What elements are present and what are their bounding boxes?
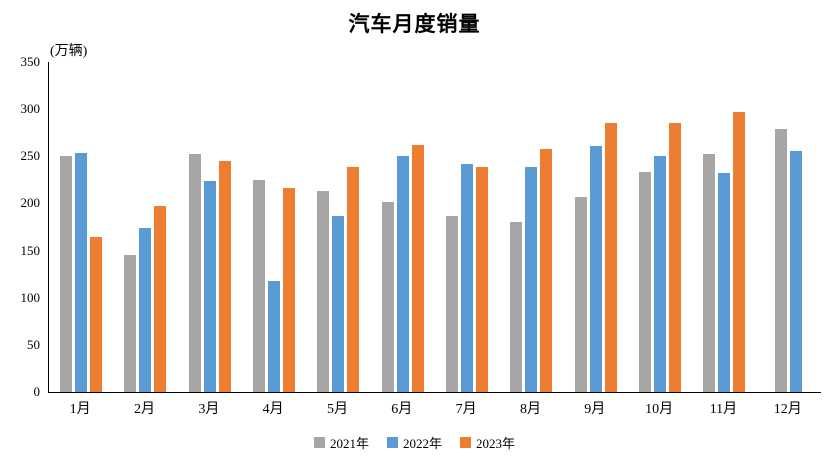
bar-2022年-6月	[396, 156, 409, 392]
chart-title: 汽车月度销量	[348, 12, 481, 36]
legend-item-2021年: 2021年	[313, 433, 369, 452]
bar-2023年-5月	[347, 167, 360, 392]
bar-2021年-6月	[381, 202, 394, 392]
bar-2021年-12月	[775, 129, 788, 392]
bar-2023年-4月	[283, 188, 296, 392]
bar-2023年-10月	[669, 123, 682, 392]
bar-group-10月	[628, 62, 692, 392]
bar-group-6月	[371, 62, 435, 392]
y-tick-label: 100	[20, 289, 41, 305]
bar-2022年-3月	[203, 181, 216, 392]
bar-2021年-9月	[574, 197, 587, 392]
x-tick-label: 2月	[133, 402, 155, 417]
bar-2023年-3月	[218, 160, 231, 392]
bar-group-9月	[564, 62, 628, 392]
x-tick-label: 8月	[519, 402, 541, 417]
y-tick-label: 200	[20, 195, 41, 211]
y-axis: 0 50 100 150 200 250 300 350	[0, 54, 41, 399]
y-tick-label: 150	[20, 242, 41, 258]
bar-group-11月	[692, 62, 756, 392]
plot-area	[48, 62, 821, 393]
y-axis-unit-label: (万辆)	[50, 44, 88, 59]
bar-2021年-3月	[188, 153, 201, 392]
bar-2021年-5月	[317, 191, 330, 392]
legend-item-2023年: 2023年	[460, 433, 515, 452]
bar-2023年-1月	[90, 236, 103, 392]
bar-2021年-7月	[446, 216, 459, 392]
bar-group-5月	[306, 62, 370, 392]
bar-group-1月	[49, 62, 113, 392]
legend-label: 2021年	[329, 436, 369, 451]
y-tick-label: 250	[20, 148, 41, 164]
y-tick-label: 300	[20, 101, 41, 117]
bar-group-4月	[242, 62, 306, 392]
bar-group-2月	[113, 62, 177, 392]
bar-group-3月	[178, 62, 242, 392]
bar-2021年-10月	[639, 172, 652, 392]
x-tick-label: 6月	[391, 402, 413, 417]
x-tick-label: 9月	[584, 402, 606, 417]
bar-2023年-8月	[540, 148, 553, 392]
bar-2022年-1月	[75, 153, 88, 392]
legend-item-2022年: 2022年	[386, 433, 442, 452]
bar-2022年-8月	[525, 167, 538, 392]
x-tick-label: 11月	[709, 402, 738, 417]
x-tick-label: 12月	[773, 402, 802, 417]
bar-2023年-11月	[733, 111, 746, 392]
bar-2021年-4月	[253, 179, 266, 392]
legend-swatch-icon	[313, 437, 325, 448]
y-tick-label: 50	[27, 336, 40, 352]
bar-2021年-8月	[510, 222, 523, 392]
legend-label: 2022年	[402, 436, 442, 451]
legend-label: 2023年	[476, 436, 516, 451]
bar-2022年-10月	[654, 155, 667, 392]
bar-2022年-11月	[718, 172, 731, 392]
bar-2023年-6月	[411, 144, 424, 392]
y-tick-label: 350	[20, 54, 41, 69]
bar-2022年-2月	[139, 228, 152, 392]
x-tick-label: 4月	[262, 402, 284, 417]
bar-group-8月	[499, 62, 563, 392]
x-tick-label: 5月	[326, 402, 348, 417]
legend-swatch-icon	[460, 437, 471, 448]
x-tick-label: 1月	[69, 402, 91, 417]
bar-2022年-4月	[268, 280, 281, 392]
bar-2022年-12月	[790, 151, 803, 392]
bar-group-12月	[757, 62, 821, 392]
bar-2023年-7月	[476, 166, 489, 392]
bar-2022年-9月	[589, 145, 602, 392]
y-tick-label: 0	[33, 384, 41, 399]
bar-2022年-5月	[332, 216, 345, 392]
x-tick-label: 7月	[455, 402, 477, 417]
bar-group-7月	[435, 62, 499, 392]
bar-2021年-2月	[124, 254, 137, 392]
x-axis-labels: 1月 2月 3月 4月 5月 6月 7月 8月 9月 10月 11月 12月	[48, 398, 820, 418]
bar-2023年-9月	[604, 122, 617, 392]
legend-swatch-icon	[386, 437, 398, 448]
bar-2021年-1月	[60, 156, 73, 392]
x-tick-label: 3月	[198, 402, 220, 417]
bar-2023年-2月	[154, 205, 167, 392]
legend: 2021年 2022年 2023年	[0, 433, 829, 452]
bar-2022年-7月	[461, 163, 474, 392]
bar-2021年-11月	[703, 154, 716, 392]
x-tick-label: 10月	[645, 402, 674, 417]
